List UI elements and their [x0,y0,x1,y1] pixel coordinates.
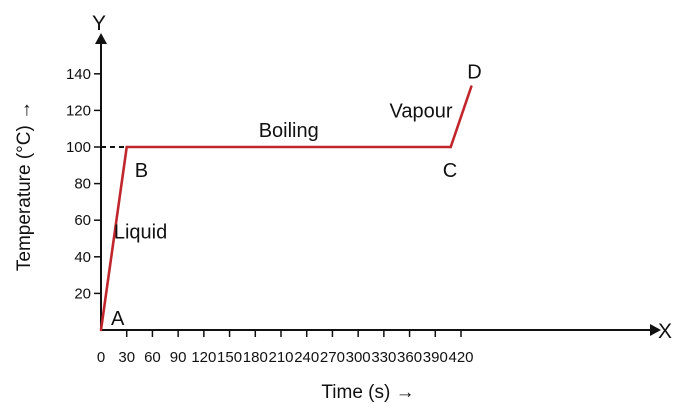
y-axis-arrow [95,33,107,44]
point-label-b: B [135,160,148,182]
point-label-a: A [111,308,125,330]
axes [95,33,661,336]
x-tick-label: 270 [320,349,345,366]
annotation-liquid: Liquid [114,222,167,244]
x-tick-label: 30 [118,349,135,366]
x-tick-label: 120 [191,349,216,366]
x-tick-label: 90 [170,349,187,366]
y-axis-title: Temperature (°C) → [14,101,35,271]
series-group [99,85,473,332]
x-tick-label: 240 [294,349,319,366]
tick-marks [94,73,462,337]
point-label-c: C [443,160,457,182]
y-tick-label: 120 [66,102,91,119]
x-axis-title: Time (s) → [321,382,414,403]
x-tick-label: 150 [217,349,242,366]
x-tick-label: 420 [448,349,473,366]
labels-group: 0 30 60 90 120 150 180 210 240 270 300 330 360 390 420… [66,62,482,366]
x-tick-label: 300 [346,349,371,366]
series-line-segment [99,145,129,332]
y-tick-label: 60 [74,212,91,229]
y-tick-label: 40 [74,249,91,266]
y-tick-label: 140 [66,66,91,83]
point-label-d: D [467,62,481,84]
annotation-vapour: Vapour [389,101,452,123]
annotation-boiling: Boiling [259,120,319,142]
x-tick-label: 60 [144,349,161,366]
y-axis-letter: Y [92,12,106,35]
x-axis-arrow [650,324,661,336]
x-tick-label: 330 [371,349,396,366]
x-axis-letter: X [658,320,672,343]
series-line-segment [449,85,473,149]
y-tick-label: 100 [66,139,91,156]
y-tick-label: 20 [74,285,91,302]
x-tick-label: 210 [268,349,293,366]
y-tick-label: 80 [74,176,91,193]
x-tick-label: 360 [397,349,422,366]
x-tick-label: 0 [97,349,105,366]
x-tick-label: 180 [243,349,268,366]
x-tick-label: 390 [423,349,448,366]
